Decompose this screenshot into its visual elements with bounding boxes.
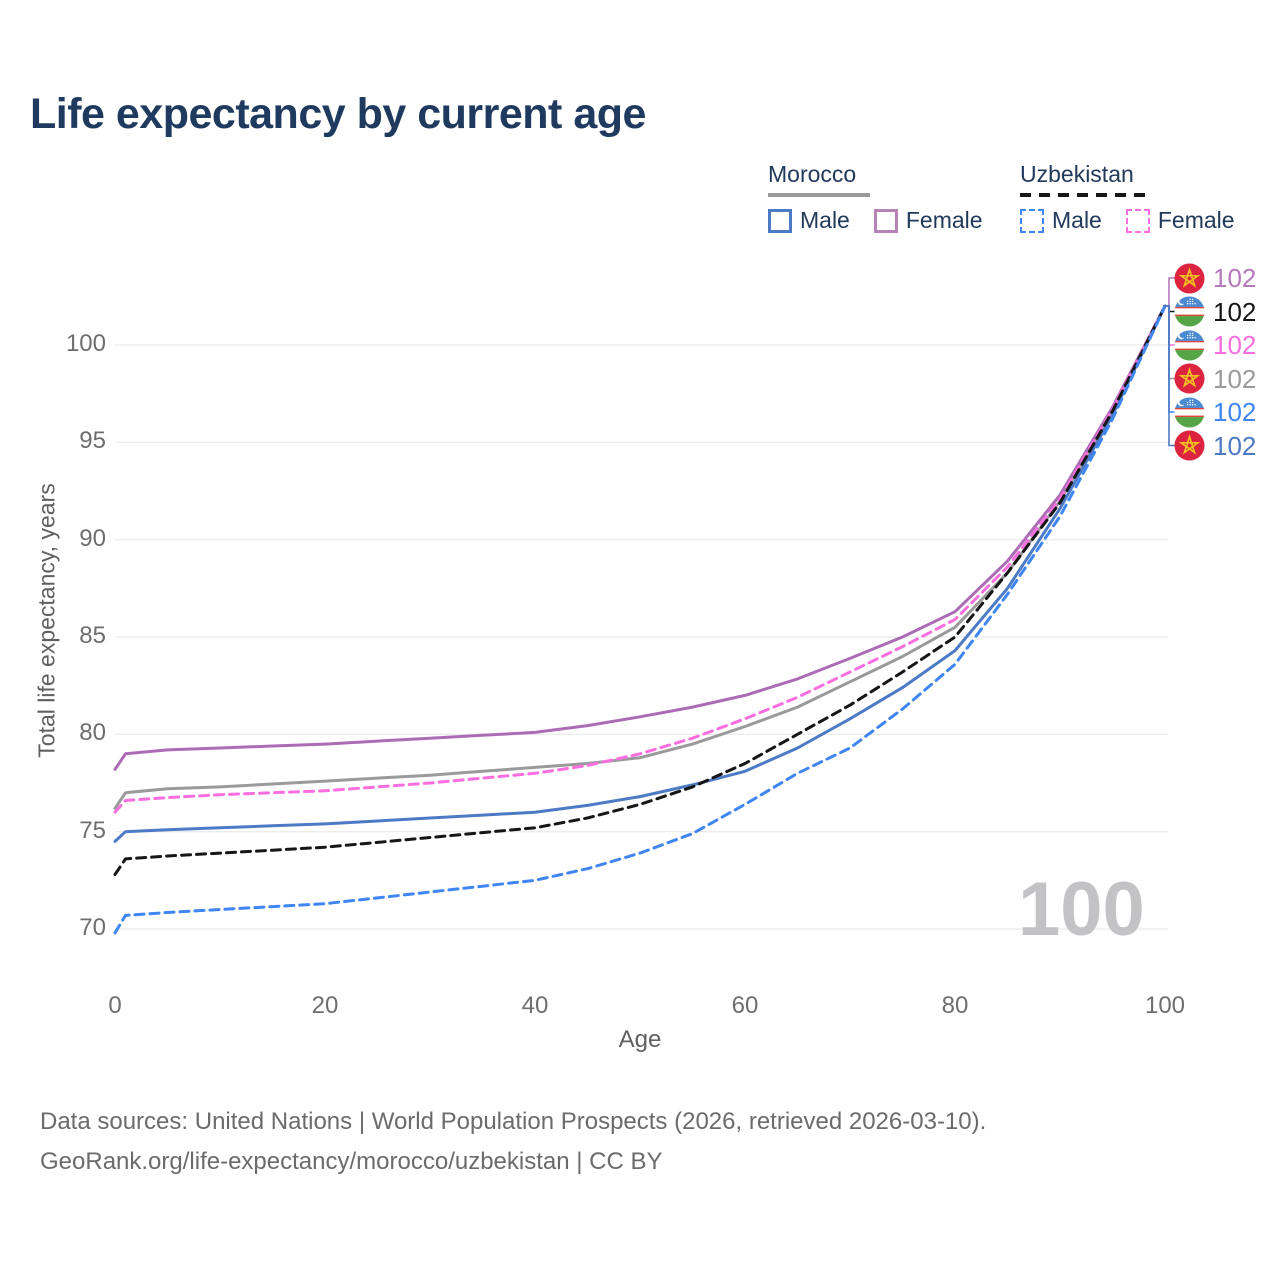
y-tick-85: 85 <box>79 622 106 649</box>
end-label-value: 102 <box>1213 296 1257 327</box>
legend-label-morocco-female: Female <box>905 207 983 233</box>
page-title: Life expectancy by current age <box>30 90 646 138</box>
legend-item-morocco-female[interactable]: Female <box>873 207 983 234</box>
morocco-flag-icon <box>1174 430 1205 461</box>
series-line-uzbekistan-male <box>113 304 1167 935</box>
legend-group-morocco: Morocco Male Female <box>768 161 983 234</box>
end-label-connector-5 <box>1163 305 1176 447</box>
series-line-uzbekistan-female <box>113 304 1167 814</box>
y-tick-80: 80 <box>79 719 106 747</box>
legend-item-uzbekistan-male[interactable]: Male <box>1020 207 1102 234</box>
series-line-morocco-female <box>113 304 1167 771</box>
end-label-morocco-all: 102 <box>1174 362 1256 395</box>
uzbekistan-flag-icon <box>1174 329 1205 361</box>
legend-title-morocco: Morocco <box>768 161 857 187</box>
uzbekistan-flag-icon <box>1174 396 1205 428</box>
end-label-morocco-male: 102 <box>1174 429 1256 462</box>
end-label-uzbekistan-all: 102 <box>1174 295 1256 328</box>
end-label-morocco-female: 102 <box>1174 262 1256 295</box>
morocco-flag-icon <box>1174 262 1205 294</box>
morocco-solid-line-swatch <box>768 193 870 197</box>
morocco-flag-icon <box>1174 363 1205 394</box>
x-tick-60: 60 <box>731 992 759 1019</box>
y-tick-95: 95 <box>79 427 106 455</box>
uzbekistan-female-swatch-icon <box>1125 208 1150 233</box>
x-tick-20: 20 <box>311 992 339 1019</box>
end-label-value: 102 <box>1213 430 1257 461</box>
y-tick-75: 75 <box>79 816 106 844</box>
uzbekistan-male-swatch-icon <box>1020 208 1044 233</box>
legend-item-morocco-male[interactable]: Male <box>768 207 850 234</box>
series-line-morocco-male <box>113 304 1167 843</box>
morocco-male-swatch-icon <box>768 208 792 233</box>
series-line-morocco-all <box>113 304 1167 810</box>
legend-group-uzbekistan: Uzbekistan Male Female <box>1020 161 1235 234</box>
age-watermark: 100 <box>1018 867 1145 952</box>
morocco-female-swatch-icon <box>873 208 898 233</box>
uzbekistan-flag-icon <box>1174 296 1205 327</box>
y-tick-70: 70 <box>79 914 106 941</box>
legend-label-uzbekistan-male: Male <box>1052 207 1102 233</box>
end-label-value: 102 <box>1213 363 1257 394</box>
x-tick-0: 0 <box>108 992 122 1019</box>
x-axis-title: Age <box>618 1026 662 1053</box>
end-label-value: 102 <box>1213 397 1257 427</box>
x-tick-100: 100 <box>1144 992 1186 1019</box>
x-tick-40: 40 <box>521 992 549 1019</box>
end-label-uzbekistan-male: 102 <box>1174 396 1256 429</box>
end-label-uzbekistan-female: 102 <box>1174 329 1256 362</box>
footer-sources: Data sources: United Nations | World Pop… <box>40 1108 987 1135</box>
footer-link: GeoRank.org/life-expectancy/morocco/uzbe… <box>40 1148 663 1175</box>
legend-label-morocco-male: Male <box>800 207 850 233</box>
series-line-uzbekistan-all <box>113 304 1167 876</box>
uzbekistan-dashed-line-swatch <box>1020 193 1148 197</box>
end-label-value: 102 <box>1213 330 1257 360</box>
x-tick-80: 80 <box>941 992 969 1019</box>
legend-title-uzbekistan: Uzbekistan <box>1020 161 1134 187</box>
end-label-value: 102 <box>1213 263 1257 293</box>
y-tick-90: 90 <box>79 524 106 552</box>
legend-item-uzbekistan-female[interactable]: Female <box>1125 207 1235 234</box>
legend-label-uzbekistan-female: Female <box>1157 207 1235 233</box>
y-tick-100: 100 <box>65 330 106 357</box>
